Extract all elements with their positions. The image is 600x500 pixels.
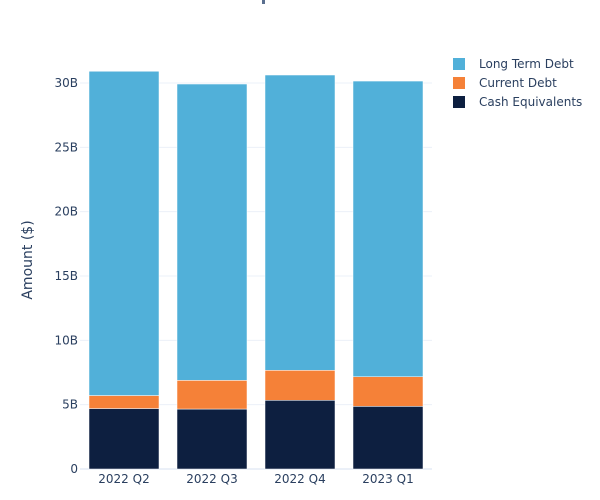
x-tick-label: 2023 Q1 [362, 472, 413, 486]
legend: Long Term Debt Current Debt Cash Equivalen… [453, 57, 582, 109]
x-tick-label: 2022 Q3 [186, 472, 237, 486]
bar-long-term-debt[interactable] [176, 83, 248, 381]
x-axis-ticks: 2022 Q2 2022 Q3 2022 Q4 2023 Q1 [98, 472, 413, 486]
bar-long-term-debt[interactable] [88, 71, 160, 396]
legend-label: Cash Equivalents [479, 95, 582, 109]
bar-current-debt[interactable] [352, 376, 424, 407]
y-tick-label: 15B [54, 269, 78, 283]
x-tick-label: 2022 Q4 [274, 472, 325, 486]
x-tick-label: 2022 Q2 [98, 472, 149, 486]
legend-swatch [453, 96, 465, 108]
legend-label: Long Term Debt [479, 57, 574, 71]
legend-item[interactable]: Long Term Debt [453, 57, 574, 71]
legend-swatch [453, 58, 465, 70]
bar-current-debt[interactable] [264, 370, 336, 401]
legend-swatch [453, 77, 465, 89]
bar-cash-equivalents[interactable] [176, 408, 248, 470]
y-tick-label: 10B [54, 333, 78, 347]
bar-cash-equivalents[interactable] [264, 400, 336, 470]
y-tick-label: 30B [54, 76, 78, 90]
y-tick-label: 25B [54, 140, 78, 154]
y-tick-label: 20B [54, 205, 78, 219]
y-axis-title: Amount ($) [20, 220, 36, 299]
legend-item[interactable]: Current Debt [453, 76, 557, 90]
bar-current-debt[interactable] [88, 395, 160, 409]
bar-cash-equivalents[interactable] [352, 406, 424, 470]
title-fragment [262, 0, 265, 4]
bar-current-debt[interactable] [176, 380, 248, 410]
legend-item[interactable]: Cash Equivalents [453, 95, 582, 109]
bars [88, 71, 424, 470]
legend-label: Current Debt [479, 76, 557, 90]
y-tick-label: 0 [70, 462, 78, 476]
bar-long-term-debt[interactable] [352, 80, 424, 377]
bar-long-term-debt[interactable] [264, 74, 336, 371]
y-tick-label: 5B [62, 398, 78, 412]
bar-cash-equivalents[interactable] [88, 408, 160, 470]
y-axis-ticks: 0 5B 10B 15B 20B 25B 30B [54, 76, 78, 476]
